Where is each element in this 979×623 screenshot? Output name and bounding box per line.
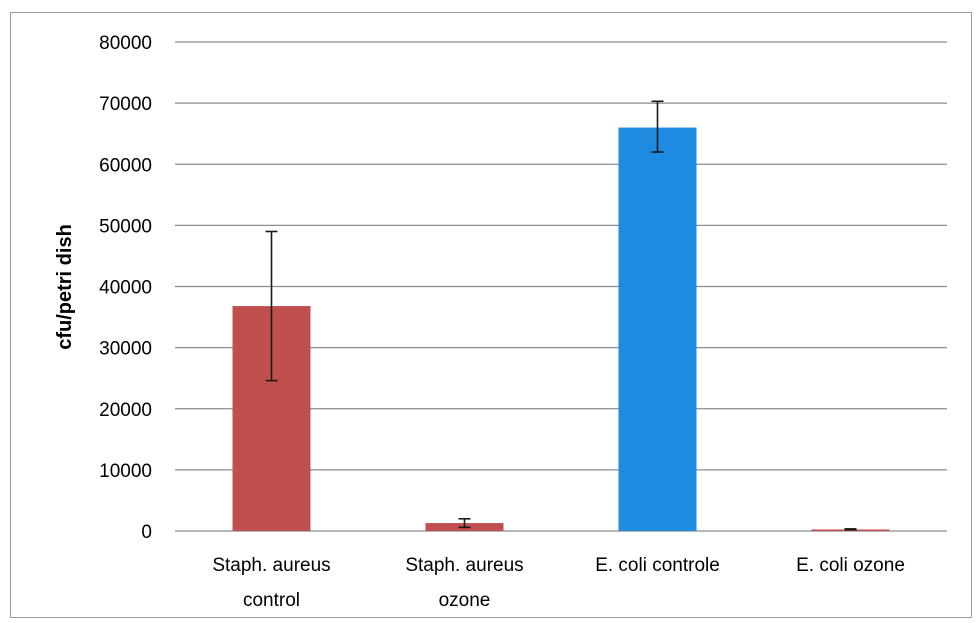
y-axis-title: cfu/petri dish [54, 224, 76, 350]
chart-frame [10, 12, 972, 618]
y-tick-label: 0 [141, 522, 152, 543]
y-tick-label: 60000 [99, 155, 152, 176]
y-tick-label: 20000 [99, 400, 152, 421]
x-tick-label: Staph. aureus ozone [405, 555, 523, 611]
error-bar [651, 100, 664, 153]
error-bar [458, 517, 471, 529]
bars [232, 127, 890, 531]
y-tick-label: 70000 [99, 94, 152, 115]
x-tick-label: Staph. aureus control [212, 555, 330, 611]
x-axis-ticks: Staph. aureus control Staph. aureus ozone E.… [212, 555, 905, 611]
error-bar [265, 230, 278, 382]
y-tick-label: 10000 [99, 461, 152, 482]
y-axis-ticks: 0 10000 20000 30000 40000 50000 60000 70000 8000… [99, 33, 152, 543]
error-bar [844, 528, 857, 531]
bar [618, 127, 697, 531]
y-tick-label: 30000 [99, 339, 152, 360]
x-tick-label: E. coli controle [595, 555, 720, 576]
y-tick-label: 50000 [99, 216, 152, 237]
error-bars [265, 100, 857, 531]
y-tick-label: 40000 [99, 278, 152, 299]
y-tick-label: 80000 [99, 33, 152, 54]
x-tick-label: E. coli ozone [796, 555, 905, 576]
